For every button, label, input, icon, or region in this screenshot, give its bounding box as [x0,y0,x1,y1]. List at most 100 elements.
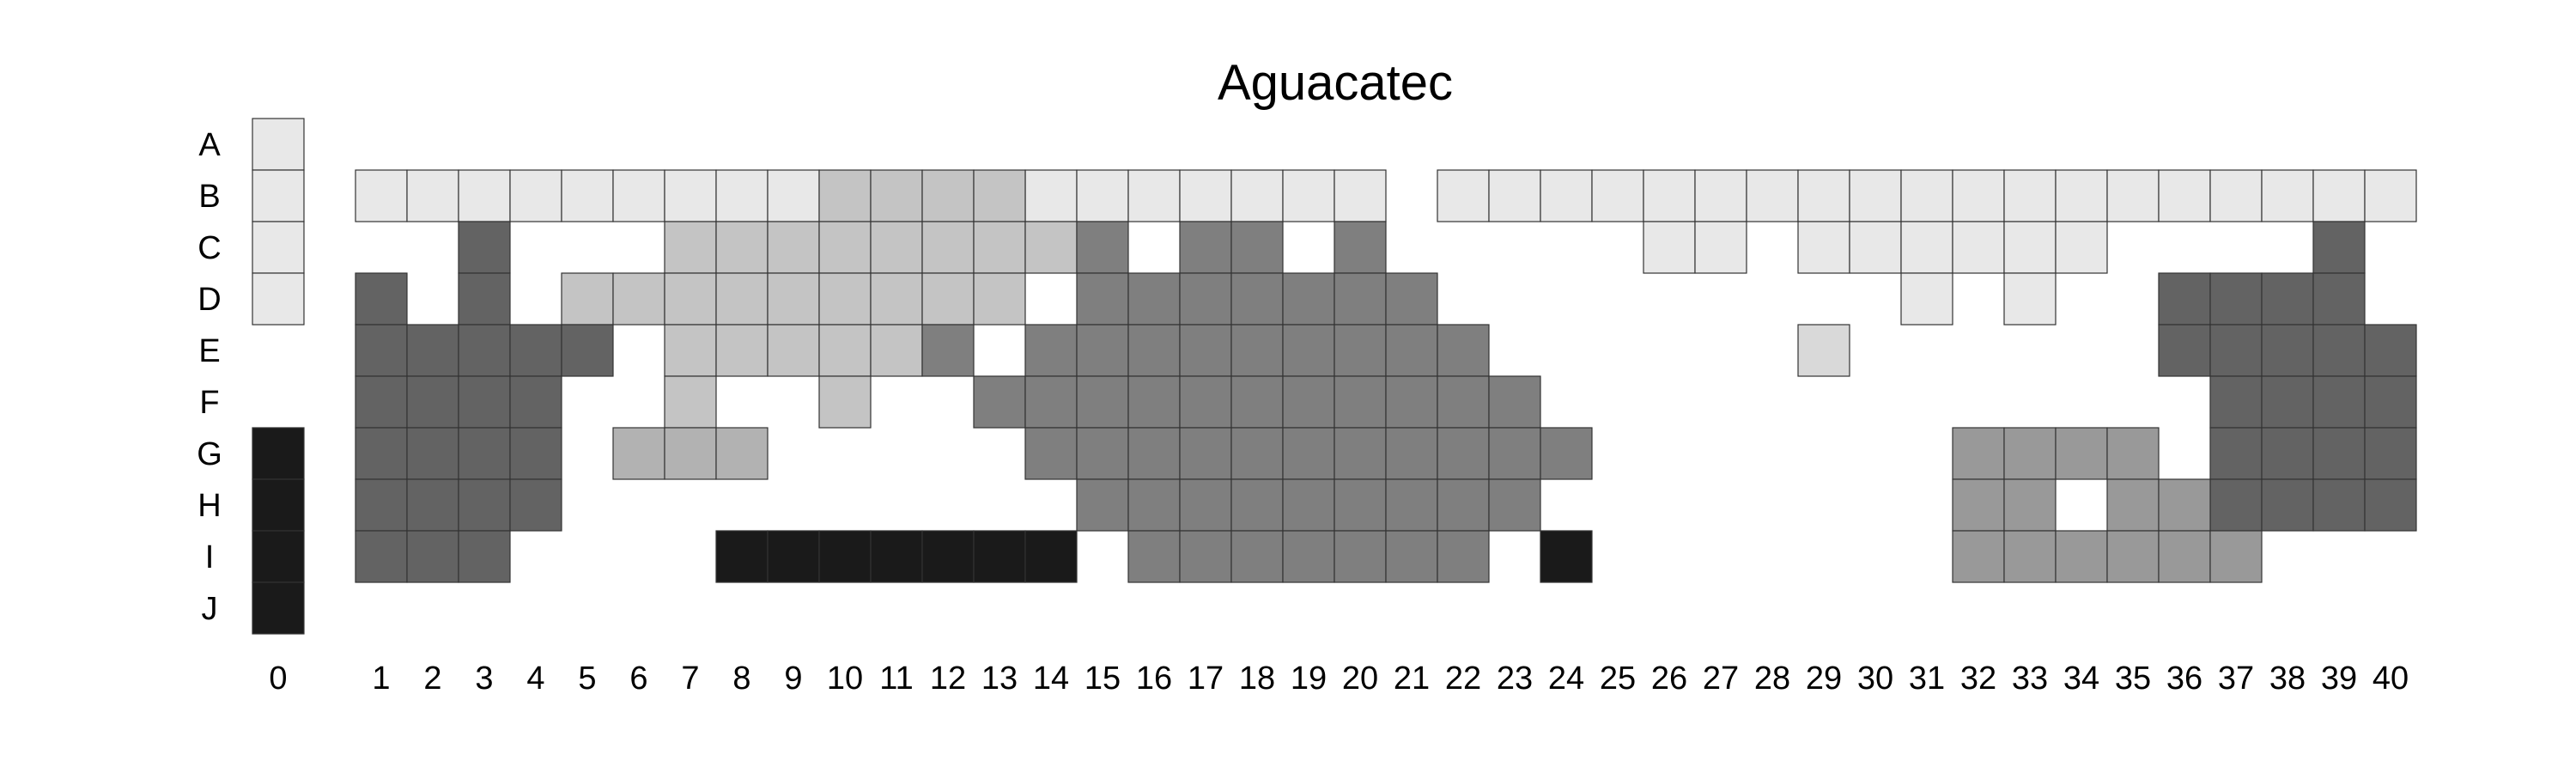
column-label-7: 7 [681,660,699,697]
column-label-24: 24 [1548,660,1584,697]
column-label-33: 33 [2012,660,2048,697]
cell-h-35 [2106,478,2160,532]
cell-i-8 [715,530,769,583]
cell-e-11 [870,324,923,377]
cell-e-3 [458,324,511,377]
column-label-6: 6 [629,660,647,697]
cell-g-3 [458,427,511,480]
cell-h-38 [2261,478,2314,532]
column-label-12: 12 [930,660,966,697]
cell-c-15 [1076,221,1129,274]
cell-d-33 [2003,272,2057,326]
cell-b-16 [1127,169,1181,222]
cell-c-0 [252,221,305,274]
cell-i-10 [818,530,872,583]
cell-b-13 [973,169,1026,222]
cell-b-14 [1024,169,1078,222]
cell-b-31 [1900,169,1953,222]
cell-e-22 [1437,324,1490,377]
cell-b-18 [1230,169,1284,222]
column-label-35: 35 [2115,660,2151,697]
cell-c-34 [2055,221,2108,274]
cell-e-1 [355,324,408,377]
cell-b-10 [818,169,872,222]
cell-e-12 [921,324,975,377]
cell-g-23 [1488,427,1541,480]
cell-b-5 [561,169,614,222]
column-label-8: 8 [732,660,750,697]
cell-b-17 [1179,169,1232,222]
cell-f-14 [1024,375,1078,429]
cell-c-30 [1849,221,1902,274]
cell-f-23 [1488,375,1541,429]
cell-g-16 [1127,427,1181,480]
cell-d-17 [1179,272,1232,326]
cell-i-11 [870,530,923,583]
cell-c-14 [1024,221,1078,274]
cell-b-35 [2106,169,2160,222]
cell-e-19 [1282,324,1335,377]
cell-d-38 [2261,272,2314,326]
cell-f-15 [1076,375,1129,429]
cell-b-25 [1591,169,1644,222]
cell-f-10 [818,375,872,429]
cell-e-16 [1127,324,1181,377]
cell-e-39 [2312,324,2366,377]
cell-c-12 [921,221,975,274]
cell-b-7 [664,169,717,222]
row-label-c: C [197,230,221,266]
cell-e-38 [2261,324,2314,377]
cell-b-20 [1334,169,1387,222]
cell-g-24 [1540,427,1593,480]
cell-g-37 [2209,427,2263,480]
cell-i-35 [2106,530,2160,583]
cell-i-21 [1385,530,1438,583]
column-label-13: 13 [981,660,1018,697]
cell-d-1 [355,272,408,326]
cell-g-7 [664,427,717,480]
cell-b-39 [2312,169,2366,222]
cell-f-38 [2261,375,2314,429]
cell-g-21 [1385,427,1438,480]
cell-i-32 [1952,530,2005,583]
cell-c-32 [1952,221,2005,274]
cell-h-16 [1127,478,1181,532]
cell-e-40 [2364,324,2417,377]
cell-f-4 [509,375,562,429]
cell-b-37 [2209,169,2263,222]
cell-g-34 [2055,427,2108,480]
chart-title: Aguacatec [1218,55,1453,111]
column-label-29: 29 [1806,660,1842,697]
cell-b-4 [509,169,562,222]
cell-f-13 [973,375,1026,429]
cell-d-9 [767,272,820,326]
cell-g-8 [715,427,769,480]
cell-c-9 [767,221,820,274]
cell-d-39 [2312,272,2366,326]
row-label-d: D [197,282,221,318]
cell-e-7 [664,324,717,377]
cell-g-19 [1282,427,1335,480]
column-label-37: 37 [2218,660,2254,697]
cell-g-39 [2312,427,2366,480]
cell-e-37 [2209,324,2263,377]
cell-g-22 [1437,427,1490,480]
cell-g-6 [612,427,665,480]
cell-i-0 [252,530,305,583]
cell-e-2 [406,324,459,377]
cell-d-6 [612,272,665,326]
cell-e-29 [1797,324,1850,377]
cell-b-24 [1540,169,1593,222]
cell-b-28 [1746,169,1799,222]
cell-f-37 [2209,375,2263,429]
cell-c-39 [2312,221,2366,274]
cell-i-37 [2209,530,2263,583]
cell-d-31 [1900,272,1953,326]
cell-c-18 [1230,221,1284,274]
column-label-15: 15 [1084,660,1121,697]
column-label-0: 0 [269,660,287,697]
cell-f-39 [2312,375,2366,429]
column-label-19: 19 [1291,660,1327,697]
cell-d-18 [1230,272,1284,326]
